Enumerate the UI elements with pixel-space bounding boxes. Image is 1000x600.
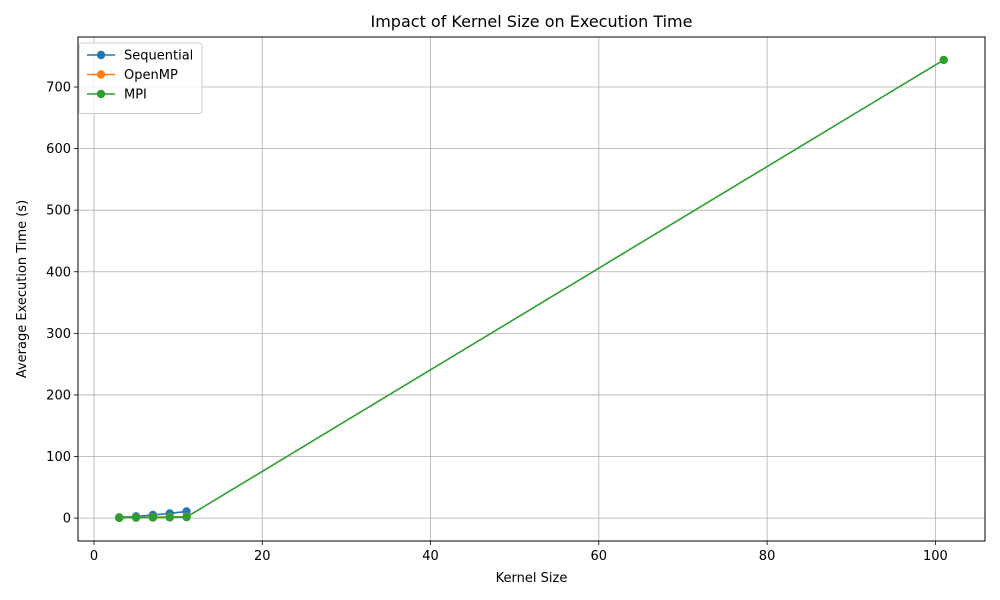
x-tick-label: 60	[591, 549, 608, 564]
data-point-mpi	[182, 512, 191, 522]
data-point-mpi	[131, 513, 141, 522]
y-tick-label: 100	[46, 450, 71, 465]
plot-series	[115, 55, 948, 523]
legend-marker-sequential	[96, 50, 106, 60]
series-mpi	[115, 55, 948, 523]
y-tick-label: 300	[46, 327, 71, 342]
legend: Sequential OpenMP MPI	[78, 42, 203, 114]
x-axis-label: Kernel Size	[496, 571, 568, 586]
legend-label-sequential: Sequential	[124, 49, 193, 64]
x-tick-label: 0	[90, 549, 98, 564]
y-tick-label: 500	[46, 204, 71, 219]
x-tick-label: 80	[759, 549, 776, 564]
grid	[78, 37, 985, 541]
y-tick-label: 0	[63, 512, 71, 527]
y-tick-label: 600	[46, 142, 71, 157]
y-tick-label: 700	[46, 81, 71, 96]
y-axis-label: Average Execution Time (s)	[15, 200, 30, 378]
legend-label-openmp: OpenMP	[124, 68, 178, 83]
plot-frame	[77, 36, 986, 542]
data-point-mpi	[115, 513, 124, 523]
legend-box	[78, 42, 203, 114]
y-tick-label: 200	[46, 388, 71, 403]
data-point-mpi	[148, 513, 158, 522]
legend-label-mpi: MPI	[124, 88, 147, 103]
legend-marker-mpi	[96, 89, 106, 99]
data-point-mpi	[165, 513, 174, 522]
legend-marker-openmp	[96, 70, 106, 79]
x-tick-label: 20	[254, 549, 271, 564]
chart-title: Impact of Kernel Size on Execution Time	[371, 12, 693, 31]
x-tick-label: 100	[923, 549, 948, 564]
x-tick-label: 40	[422, 549, 439, 564]
data-point-mpi	[939, 55, 948, 65]
y-tick-label: 400	[46, 265, 71, 280]
axis-ticks: 0 20 40 60 80 100 0 100 200 300 400 500 600 700	[46, 81, 948, 564]
